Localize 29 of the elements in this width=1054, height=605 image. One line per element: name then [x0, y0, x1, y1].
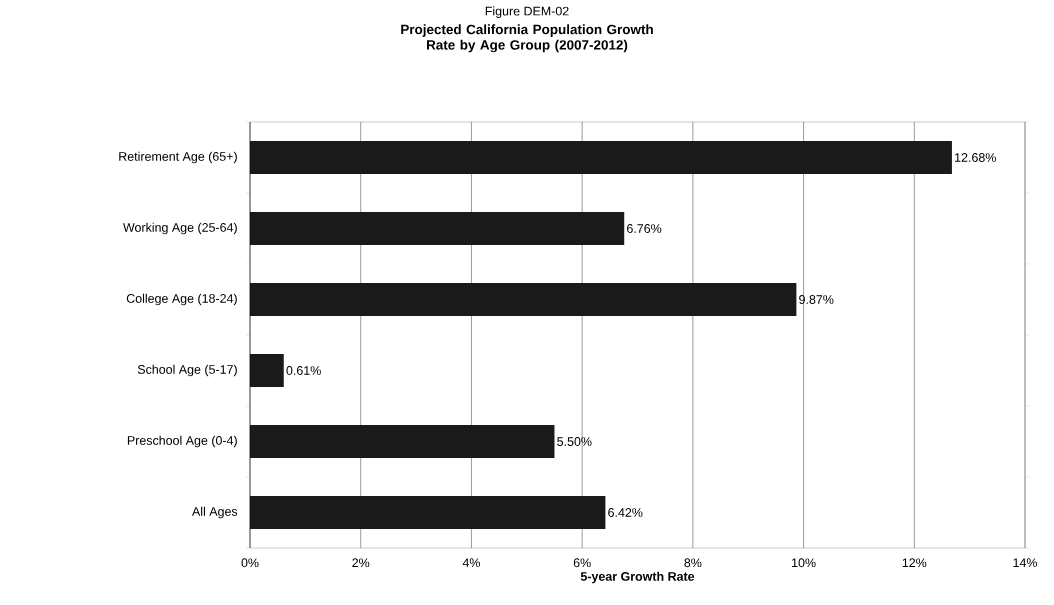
x-tick-label: 2% — [352, 558, 370, 568]
x-tick-label: 6% — [573, 558, 591, 568]
x-tick-label: 8% — [684, 558, 702, 568]
y-tick-label: School Age (5-17) — [137, 364, 237, 377]
bar — [250, 354, 284, 387]
bar — [250, 425, 555, 458]
data-label: 5.50% — [557, 437, 592, 446]
bar — [250, 141, 952, 174]
bar — [250, 496, 606, 529]
x-axis-title: 5-year Growth Rate — [580, 571, 695, 584]
chart-subtitle: Figure DEM-02 — [485, 6, 569, 18]
chart-title: Projected California Population Growth Rate by Age Group (2007-2012) — [401, 24, 653, 53]
data-label: 0.61% — [286, 366, 321, 375]
bar — [250, 212, 625, 245]
data-label: 6.76% — [627, 224, 662, 233]
x-tick-label: 14% — [1013, 558, 1038, 568]
x-tick-label: 4% — [462, 558, 480, 568]
y-tick-label: College Age (18-24) — [126, 293, 237, 306]
x-tick-label: 12% — [902, 558, 927, 568]
y-tick-label: All Ages — [192, 506, 238, 519]
x-tick-label: 0% — [241, 558, 259, 568]
x-tick-label: 10% — [792, 558, 816, 568]
y-tick-label: Retirement Age (65+) — [119, 151, 237, 164]
data-label: 12.68% — [955, 153, 996, 162]
y-tick-label: Preschool Age (0-4) — [127, 435, 237, 448]
bar — [250, 283, 797, 316]
y-tick-label: Working Age (25-64) — [123, 222, 237, 235]
data-label: 6.42% — [608, 508, 643, 517]
data-label: 9.87% — [799, 295, 834, 304]
